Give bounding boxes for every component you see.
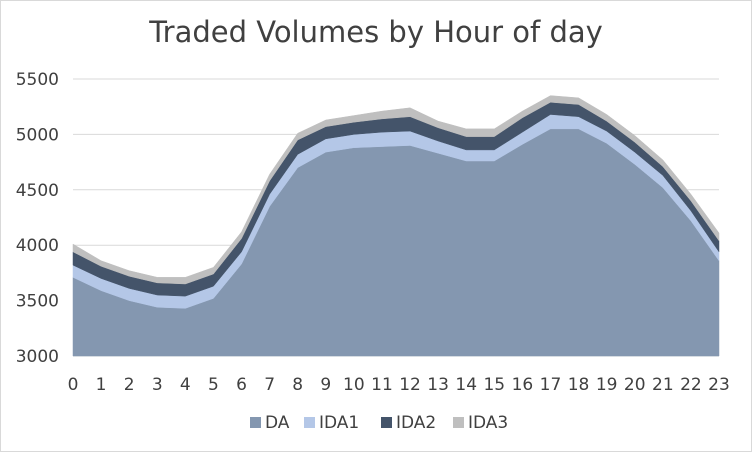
legend-label-ida3: IDA3	[468, 413, 508, 433]
x-tick-label-1: 1	[96, 375, 107, 395]
x-tick-label-10: 10	[343, 375, 365, 395]
y-tick-label-3000: 3000	[16, 347, 59, 367]
x-tick-label-15: 15	[483, 375, 505, 395]
legend-swatch-ida1	[304, 417, 315, 428]
x-tick-label-11: 11	[371, 375, 393, 395]
x-tick-label-4: 4	[180, 375, 191, 395]
legend: DA IDA1 IDA2 IDA3	[250, 413, 508, 433]
x-tick-label-8: 8	[292, 375, 303, 395]
x-tick-label-7: 7	[264, 375, 275, 395]
area-series-ida3	[72, 95, 720, 285]
x-tick-label-14: 14	[455, 375, 477, 395]
y-tick-label-4000: 4000	[16, 236, 59, 256]
x-tick-label-6: 6	[236, 375, 247, 395]
y-tick-label-5000: 5000	[16, 125, 59, 145]
legend-swatch-ida3	[453, 417, 464, 428]
chart-title: Traded Volumes by Hour of day	[149, 15, 603, 49]
x-tick-label-0: 0	[68, 375, 79, 395]
x-tick-label-18: 18	[568, 375, 590, 395]
x-tick-label-19: 19	[596, 375, 618, 395]
x-tick-label-13: 13	[427, 375, 449, 395]
x-tick-label-9: 9	[320, 375, 331, 395]
x-tick-label-17: 17	[540, 375, 562, 395]
area-series-da	[72, 128, 720, 357]
legend-label-da: DA	[265, 413, 290, 433]
x-tick-label-21: 21	[652, 375, 674, 395]
legend-swatch-da	[250, 417, 261, 428]
x-tick-label-3: 3	[152, 375, 163, 395]
y-axis-ticks: 3000 3500 4000 4500 5000 5500	[16, 70, 59, 367]
x-tick-label-16: 16	[512, 375, 534, 395]
legend-label-ida2: IDA2	[396, 413, 436, 433]
x-tick-label-5: 5	[208, 375, 219, 395]
x-tick-label-2: 2	[124, 375, 135, 395]
x-tick-label-23: 23	[708, 375, 730, 395]
legend-swatch-ida2	[381, 417, 392, 428]
y-tick-label-3500: 3500	[16, 292, 59, 312]
x-tick-label-22: 22	[680, 375, 702, 395]
legend-label-ida1: IDA1	[319, 413, 359, 433]
x-tick-label-12: 12	[399, 375, 421, 395]
area-series-layer	[72, 95, 720, 357]
y-tick-label-5500: 5500	[16, 70, 59, 90]
x-axis-ticks: 0 1 2 3 4 5 6 7 8 9 10 11 12 13 14 15 16 17 18 19 20 21 22 23	[68, 375, 730, 395]
y-tick-label-4500: 4500	[16, 181, 59, 201]
x-tick-label-20: 20	[624, 375, 646, 395]
